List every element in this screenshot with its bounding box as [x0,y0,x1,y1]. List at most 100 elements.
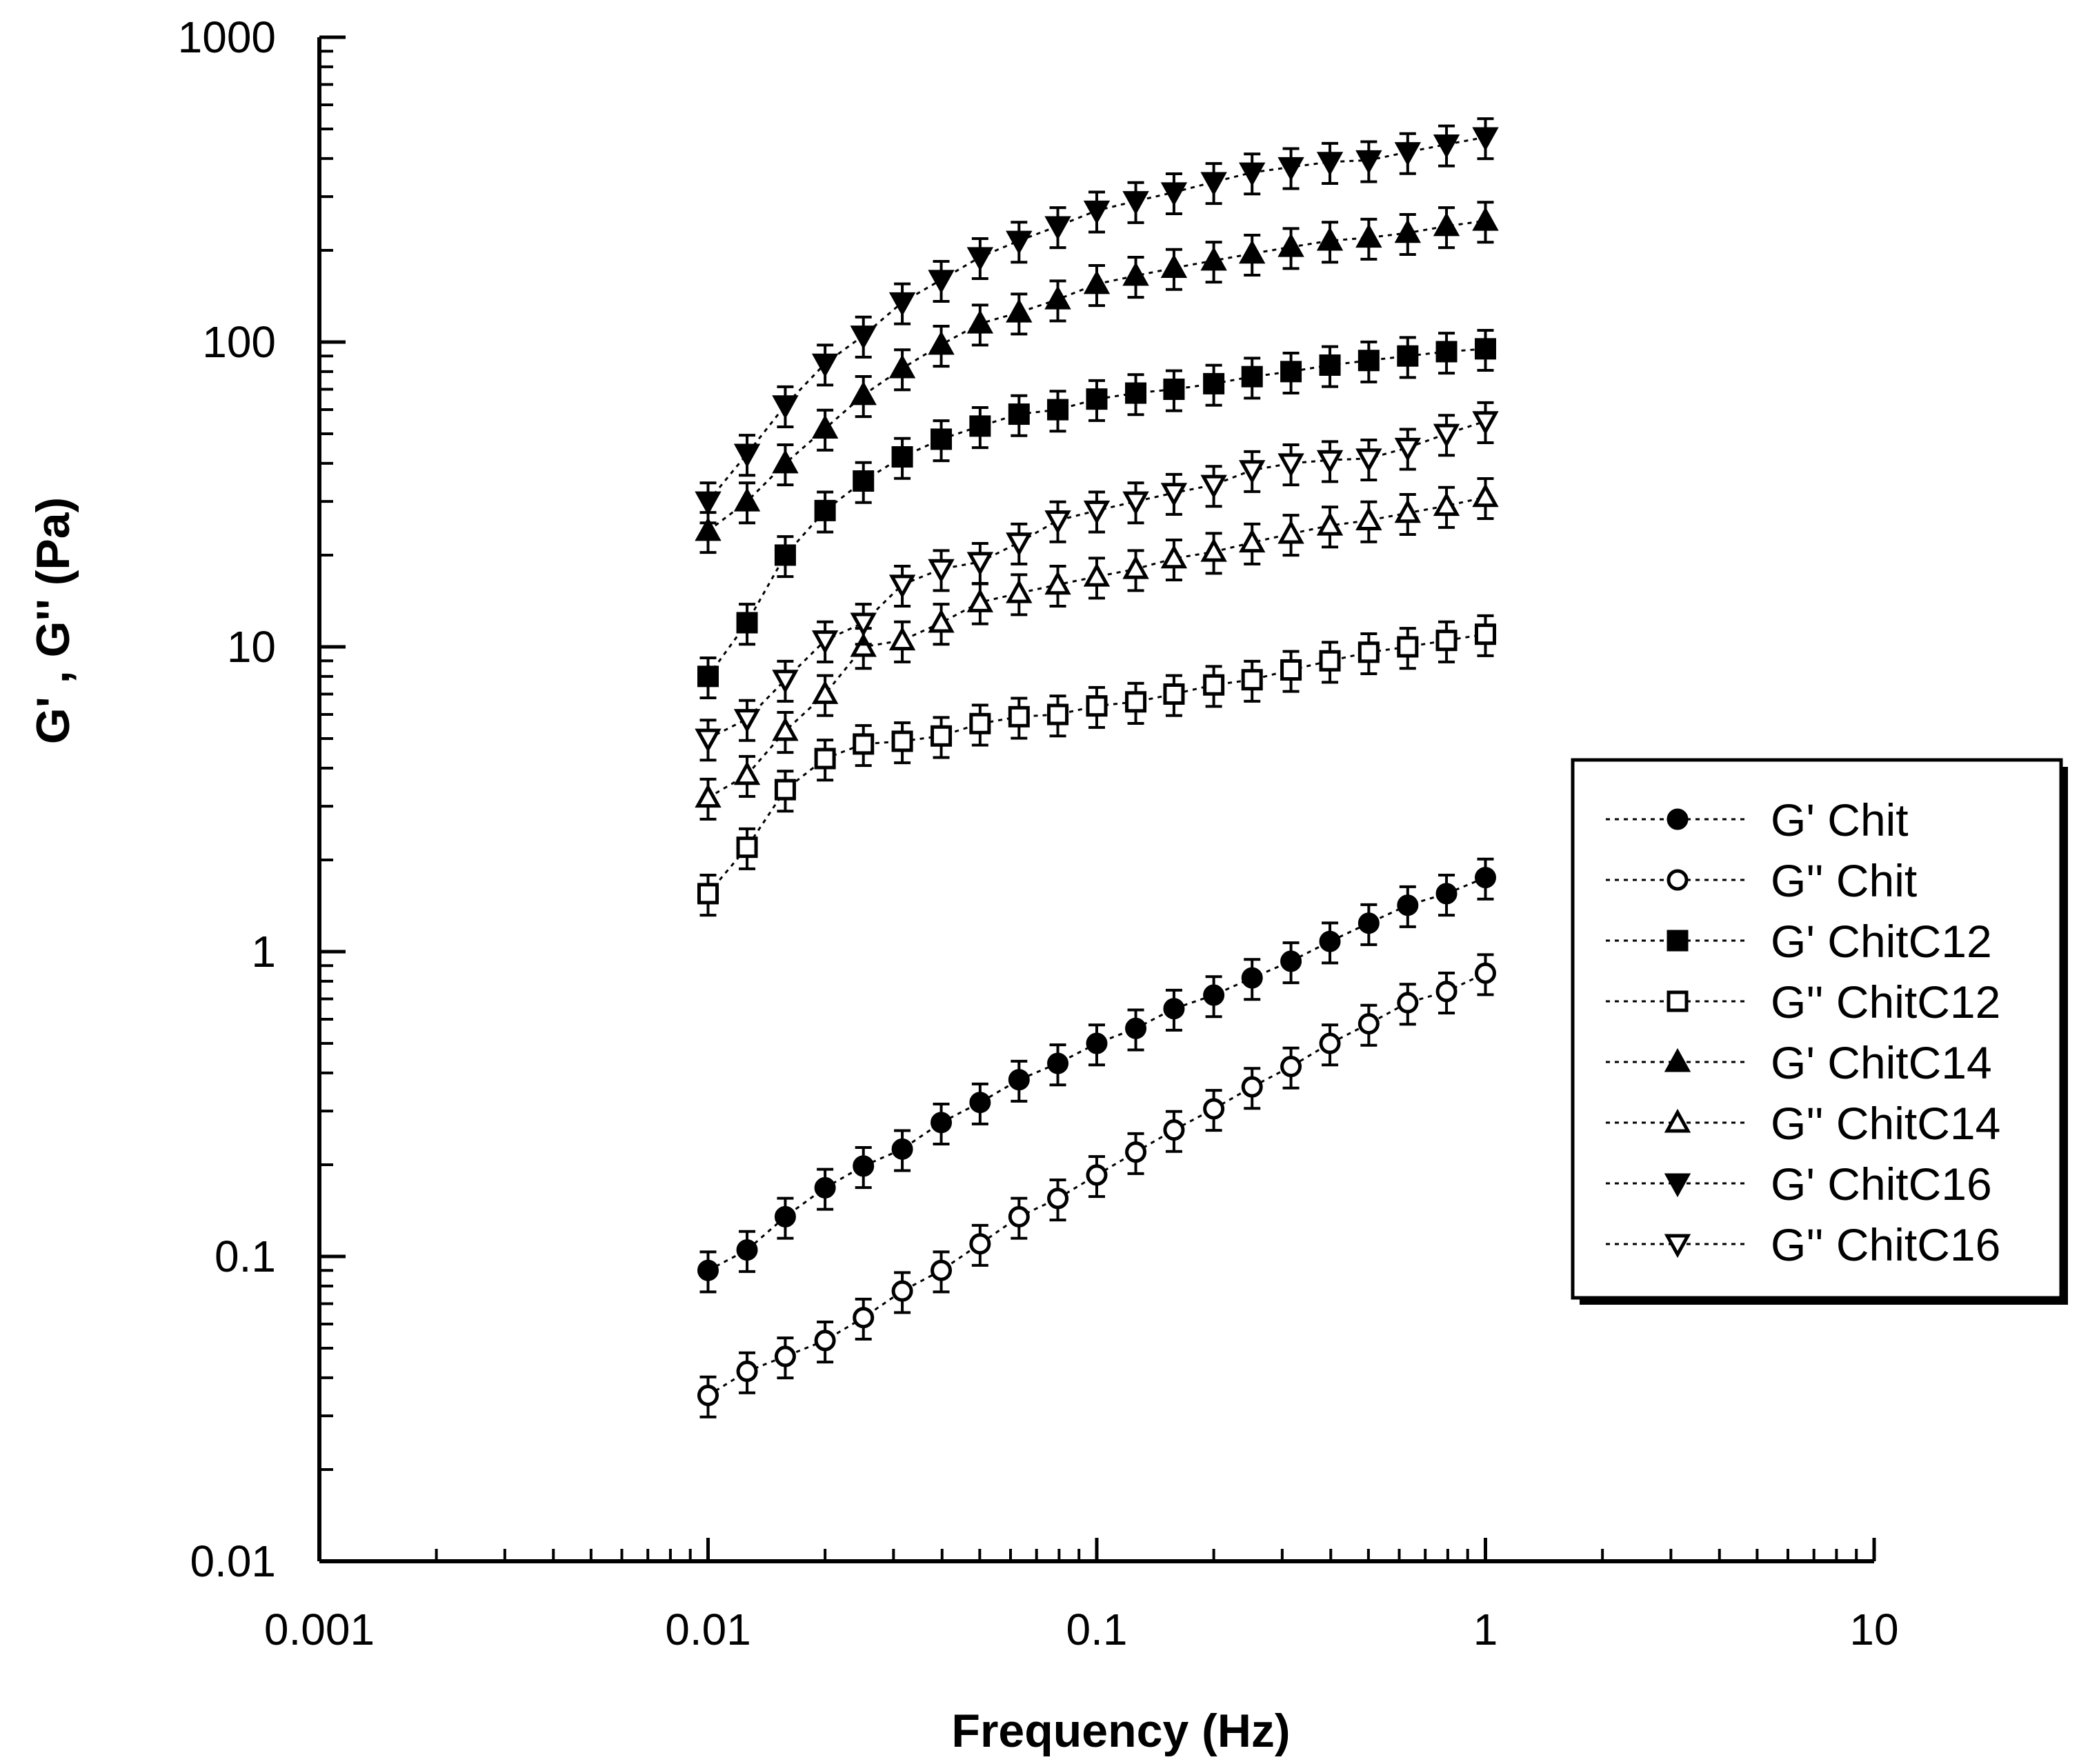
data-point [1200,538,1227,562]
data-point [774,544,796,566]
data-point [811,680,839,704]
data-point [774,1345,796,1367]
data-point [853,1307,875,1329]
data-point [1163,378,1185,400]
data-point [774,779,796,801]
x-tick-label: 0.01 [665,1605,751,1654]
data-point [1200,172,1227,197]
data-point [1086,1164,1108,1186]
data-point [1357,350,1380,372]
series-7 [695,401,1499,762]
legend-marker [1664,1234,1691,1259]
legend-item: G'' ChitC14 [1606,1098,2000,1149]
data-point [1160,254,1188,279]
data-point [1280,659,1302,681]
series-1 [697,953,1496,1419]
data-point [928,608,955,633]
data-point [733,488,761,512]
series-5 [695,477,1499,821]
data-point [888,292,916,317]
data-point [1319,650,1341,672]
data-point [736,612,758,634]
data-point [1277,157,1304,181]
data-point [1316,512,1344,536]
data-point [1433,134,1460,159]
series-4 [695,201,1499,554]
data-point [1239,162,1266,187]
data-point [1280,1056,1302,1078]
data-point [811,353,839,378]
y-tick-label: 1000 [178,12,276,62]
data-point [1163,1119,1185,1141]
data-point [1357,641,1380,663]
data-point [1044,510,1071,534]
data-point [733,709,761,733]
y-axis-title: G' , G'' (Pa) [27,497,79,744]
data-point [736,1239,758,1261]
data-point [1241,967,1263,989]
legend-item: G'' ChitC12 [1606,976,2000,1028]
data-point [697,1385,719,1407]
data-point [891,1280,913,1302]
data-point [1357,912,1380,934]
data-point [1277,453,1304,477]
data-point [1394,142,1422,166]
data-point [811,630,839,654]
data-point [966,310,994,334]
data-point [1394,219,1422,243]
legend-marker [1667,990,1689,1012]
data-point [931,725,953,747]
data-point [697,883,719,905]
data-point [1280,950,1302,972]
legend-marker [1667,808,1689,830]
data-point [1472,207,1499,231]
legend-marker [1667,869,1689,891]
data-point [966,247,994,271]
data-point [1397,992,1419,1014]
data-point [1472,483,1499,508]
legend-items: G' Chit G'' Chit G' ChitC12 G'' ChitC12 G' C… [1606,794,2000,1270]
data-point [1355,448,1382,472]
data-point [853,1155,875,1177]
data-point [931,428,953,450]
data-point [1316,450,1344,474]
data-point [1203,984,1225,1006]
legend-label: G' ChitC12 [1771,916,1992,967]
data-point [1200,246,1227,271]
data-point [772,716,799,741]
data-point [1397,636,1419,658]
data-point [1200,474,1227,499]
data-point [733,761,761,785]
data-point [733,443,761,468]
data-point [1435,341,1458,363]
series-0 [697,857,1496,1294]
data-point [1472,127,1499,152]
y-tick-label: 0.1 [215,1232,276,1281]
data-point [1241,1076,1263,1098]
legend-marker [1667,930,1689,952]
data-point [850,632,877,657]
data-point [1006,532,1033,557]
data-point [850,381,877,405]
axis-ticks: 0.001 0.01 0.1 1 10 0.01 0.1 1 10 100 1000 [178,12,1899,1654]
data-point [1160,182,1188,206]
data-point [888,574,916,599]
data-point [1357,1013,1380,1035]
legend-label: G' Chit [1771,794,1909,845]
data-point [1475,867,1496,889]
data-point [1125,691,1147,713]
legend-item: G'' Chit [1606,855,1917,906]
data-point [1203,1098,1225,1120]
data-point [1397,345,1419,367]
data-point [1122,555,1149,579]
data-point [1472,411,1499,435]
legend-item: G'' ChitC16 [1606,1219,2000,1270]
data-point [1277,233,1304,257]
y-tick-label: 0.01 [190,1536,276,1586]
data-point [853,470,875,492]
y-tick-label: 1 [251,927,276,976]
series-line [707,496,1486,799]
data-point [1044,285,1071,310]
data-point [1083,200,1111,225]
data-point [772,395,799,419]
